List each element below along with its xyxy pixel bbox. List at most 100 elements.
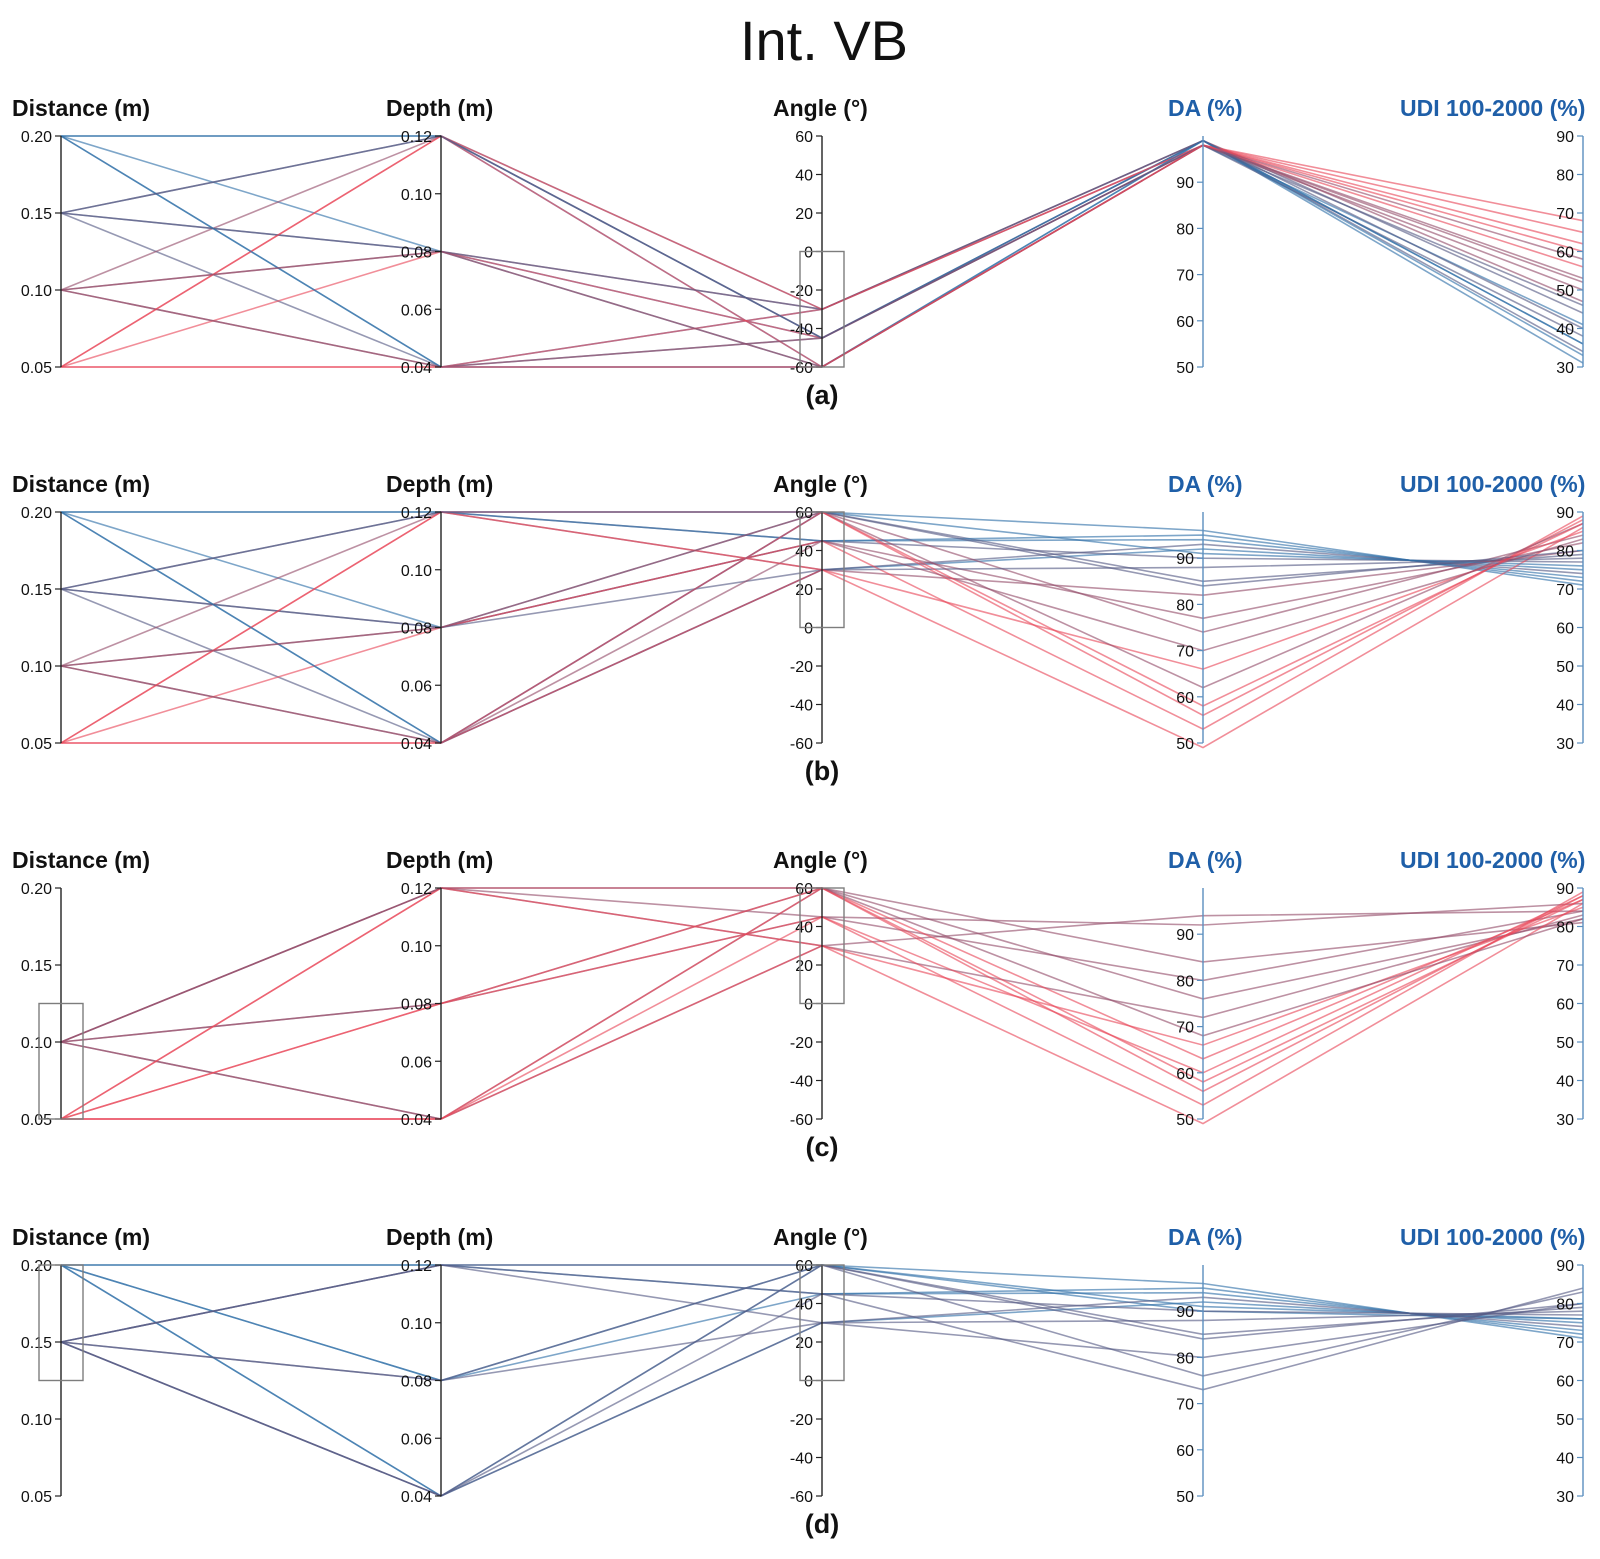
tick-label: 70 [1556, 582, 1574, 599]
panel-label: (d) [805, 1509, 839, 1539]
tick-label: 0.08 [401, 1374, 432, 1391]
tick-label: 0.20 [21, 129, 52, 146]
tick-label: -20 [790, 1035, 813, 1052]
tick-label: 80 [1556, 544, 1574, 561]
tick-label: 40 [1556, 322, 1574, 339]
tick-label: -20 [790, 659, 813, 676]
tick-label: 40 [795, 920, 813, 937]
tick-label: 0.15 [21, 958, 52, 975]
brush-selection[interactable] [799, 887, 845, 1005]
tick-label: 0.05 [21, 360, 52, 377]
tick-label: 20 [795, 206, 813, 223]
tick-label: 60 [1176, 690, 1194, 707]
tick-label: 0.10 [401, 1316, 432, 1333]
axis-title: Depth (m) [386, 1224, 493, 1250]
brush-selection[interactable] [38, 1264, 84, 1382]
tick-label: 80 [1556, 168, 1574, 185]
tick-label: 50 [1556, 1035, 1574, 1052]
tick-label: 60 [795, 1258, 813, 1275]
tick-label: 80 [1176, 973, 1194, 990]
tick-label: 0 [804, 245, 813, 262]
tick-label: 70 [1176, 268, 1194, 285]
axis-title: UDI 100-2000 (%) [1400, 847, 1585, 873]
tick-label: -20 [790, 283, 813, 300]
tick-label: 0.05 [21, 736, 52, 753]
tick-label: 90 [1176, 1304, 1194, 1321]
tick-label: 0.12 [401, 1258, 432, 1275]
tick-label: 50 [1556, 283, 1574, 300]
axis-title: UDI 100-2000 (%) [1400, 1224, 1585, 1250]
tick-label: 0.06 [401, 1431, 432, 1448]
tick-label: 0.04 [401, 1112, 432, 1129]
axis-title: Depth (m) [386, 95, 493, 121]
brush-selection[interactable] [799, 1264, 845, 1382]
tick-label: 60 [795, 881, 813, 898]
tick-label: 30 [1556, 1112, 1574, 1129]
brush-selection[interactable] [799, 511, 845, 629]
tick-label: 60 [1556, 1374, 1574, 1391]
tick-label: 40 [1556, 698, 1574, 715]
chart-panel: 0.20 0.15 0.10 0.05 Distance (m) 0.12 0.10 0.08… [12, 847, 1585, 1162]
tick-label: -40 [790, 1451, 813, 1468]
tick-label: 0.12 [401, 881, 432, 898]
tick-label: 0.20 [21, 1258, 52, 1275]
tick-label: 0.06 [401, 678, 432, 695]
tick-label: 90 [1176, 927, 1194, 944]
tick-label: 20 [795, 582, 813, 599]
tick-label: 60 [795, 505, 813, 522]
tick-label: 0.10 [401, 563, 432, 580]
panel-label: (b) [805, 756, 839, 786]
tick-label: 80 [1556, 1297, 1574, 1314]
tick-label: 0 [804, 997, 813, 1014]
tick-label: 0.10 [21, 659, 52, 676]
tick-label: 0 [804, 621, 813, 638]
axis-title: Depth (m) [386, 847, 493, 873]
tick-label: 60 [1556, 621, 1574, 638]
tick-label: 90 [1176, 175, 1194, 192]
tick-label: -60 [790, 1112, 813, 1129]
tick-label: 0.08 [401, 621, 432, 638]
tick-label: 90 [1556, 129, 1574, 146]
tick-label: -20 [790, 1412, 813, 1429]
tick-label: -40 [790, 1074, 813, 1091]
axis-title: DA (%) [1168, 95, 1243, 121]
tick-label: 90 [1556, 505, 1574, 522]
tick-label: 60 [1556, 997, 1574, 1014]
brush-selection[interactable] [799, 250, 845, 368]
tick-label: 0.12 [401, 505, 432, 522]
tick-label: 70 [1556, 958, 1574, 975]
brush-selection[interactable] [38, 1002, 84, 1120]
tick-label: 70 [1176, 644, 1194, 661]
tick-label: 0.12 [401, 129, 432, 146]
tick-label: -60 [790, 360, 813, 377]
tick-label: 40 [795, 168, 813, 185]
tick-label: 30 [1556, 1489, 1574, 1506]
axis-title: Angle (°) [773, 95, 868, 121]
tick-label: 20 [795, 1335, 813, 1352]
tick-label: 60 [1176, 314, 1194, 331]
tick-label: 70 [1176, 1020, 1194, 1037]
tick-label: 80 [1176, 221, 1194, 238]
tick-label: 0.10 [21, 283, 52, 300]
tick-label: 0.10 [21, 1412, 52, 1429]
tick-label: 40 [795, 544, 813, 561]
tick-label: 20 [795, 958, 813, 975]
axis-title: Distance (m) [12, 847, 150, 873]
tick-label: 70 [1176, 1397, 1194, 1414]
tick-label: 0.04 [401, 360, 432, 377]
axis-title: DA (%) [1168, 1224, 1243, 1250]
tick-label: 60 [1176, 1443, 1194, 1460]
tick-label: 0.10 [401, 187, 432, 204]
axis-title: Distance (m) [12, 95, 150, 121]
axis-title: Angle (°) [773, 1224, 868, 1250]
tick-label: -60 [790, 1489, 813, 1506]
tick-label: 50 [1176, 1112, 1194, 1129]
tick-label: 60 [1556, 245, 1574, 262]
axis-title: DA (%) [1168, 471, 1243, 497]
tick-label: 40 [1556, 1451, 1574, 1468]
tick-label: 0 [804, 1374, 813, 1391]
tick-label: 30 [1556, 736, 1574, 753]
panel-label: (a) [806, 380, 839, 410]
axis-title: DA (%) [1168, 847, 1243, 873]
chart-panel: 0.20 0.15 0.10 0.05 Distance (m) 0.12 0.10 0.08… [12, 1224, 1585, 1539]
